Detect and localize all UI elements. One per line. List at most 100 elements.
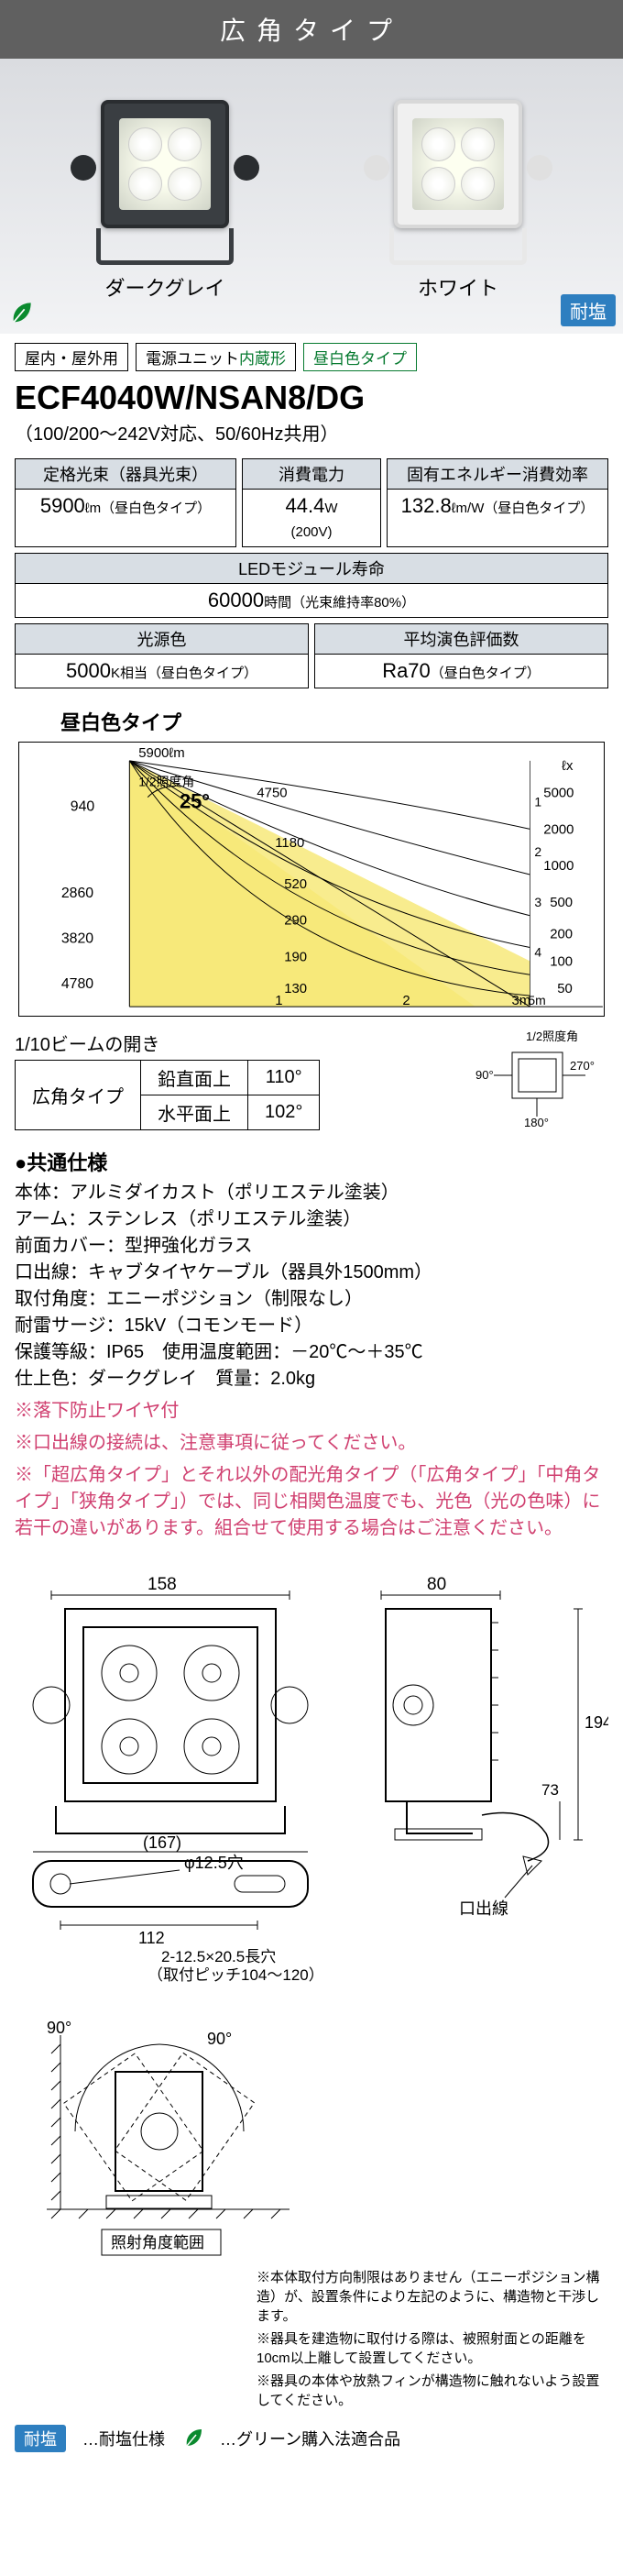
svg-text:4750: 4750: [257, 787, 287, 801]
svg-text:200: 200: [550, 928, 573, 942]
table-cell: 水平面上: [141, 1095, 248, 1130]
spec-head: 光源色: [16, 624, 308, 655]
legend-row: 耐塩 …耐塩仕様 …グリーン購入法適合品: [15, 2425, 608, 2452]
spec-val: Ra70（昼白色タイプ）: [315, 655, 607, 688]
svg-text:940: 940: [71, 799, 95, 815]
svg-text:3: 3: [534, 895, 541, 909]
salt-badge: 耐塩: [15, 2425, 66, 2452]
dimensional-drawings: 158 (167) φ12.5穴: [15, 1568, 608, 2264]
spec-row-3: 光源色 5000K相当（昼白色タイプ） 平均演色評価数 Ra70（昼白色タイプ）: [0, 623, 623, 688]
footnote: ※器具の本体や放熱フィンが構造物に触れないよう設置してください。: [257, 2372, 608, 2410]
svg-text:190: 190: [284, 950, 307, 964]
svg-text:270°: 270°: [570, 1059, 595, 1073]
model-number: ECF4040W/NSAN8/DG: [0, 377, 623, 419]
svg-text:520: 520: [284, 877, 307, 892]
footnote: ※器具を建造物に取付ける際は、被照射面との距離を10cm以上離して設置してくださ…: [257, 2329, 608, 2368]
svg-text:112: 112: [138, 1929, 165, 1947]
svg-text:180°: 180°: [524, 1116, 549, 1129]
product-dark: ダークグレイ: [78, 91, 252, 302]
svg-text:1: 1: [275, 994, 282, 1008]
spec-head: LEDモジュール寿命: [16, 554, 607, 584]
pink-note: ※落下防止ワイヤ付: [15, 1398, 608, 1425]
svg-text:1/2照度角: 1/2照度角: [526, 1029, 578, 1043]
tag-usage: 屋内・屋外用: [15, 343, 128, 371]
tag-psu: 電源ユニット内蔵形: [136, 343, 296, 371]
svg-text:130: 130: [284, 982, 307, 996]
svg-text:3820: 3820: [61, 931, 93, 947]
svg-text:5m: 5m: [528, 993, 545, 1007]
legend-text: …耐塩仕様: [82, 2427, 165, 2450]
common-spec-line: 前面カバー：型押強化ガラス: [15, 1233, 608, 1260]
spec-val: 44.4W(200V): [243, 490, 380, 546]
svg-text:1180: 1180: [275, 836, 304, 851]
spec-row-2: LEDモジュール寿命 60000時間（光束維持率80%）: [15, 553, 608, 618]
tag-colortype: 昼白色タイプ: [303, 343, 417, 371]
svg-text:4: 4: [534, 944, 541, 959]
svg-text:73: 73: [541, 1781, 559, 1799]
svg-text:5000: 5000: [543, 787, 574, 801]
svg-text:2860: 2860: [61, 886, 93, 901]
svg-text:80: 80: [427, 1575, 446, 1594]
beam-table: 広角タイプ 鉛直面上 110° 水平面上 102°: [15, 1060, 320, 1130]
common-spec-line: 取付角度：エニーポジション（制限なし）: [15, 1286, 608, 1313]
svg-text:25°: 25°: [180, 790, 210, 813]
diagram-title: 昼白色タイプ: [60, 707, 608, 736]
tag-psu-suffix: 内蔵形: [239, 350, 286, 368]
table-cell: 102°: [248, 1095, 320, 1130]
header-title: 広角タイプ: [0, 0, 623, 59]
svg-text:290: 290: [284, 914, 307, 929]
svg-text:2: 2: [402, 994, 410, 1008]
common-spec-line: 保護等級：IP65 使用温度範囲：－20℃～＋35℃: [15, 1339, 608, 1366]
angle-diagram: 1/2照度角 90° 270° 180°: [471, 1029, 608, 1121]
table-cell: 広角タイプ: [16, 1061, 141, 1130]
color-label-white: ホワイト: [418, 272, 498, 302]
svg-text:158: 158: [148, 1575, 177, 1594]
product-photo-area: ダークグレイ ホワイト 耐塩: [0, 59, 623, 334]
svg-text:5900ℓm: 5900ℓm: [138, 746, 184, 761]
common-spec-heading: ●共通仕様: [15, 1147, 608, 1176]
legend-text: …グリーン購入法適合品: [220, 2427, 400, 2450]
spec-val: 132.8ℓm/W（昼白色タイプ）: [388, 490, 607, 523]
leaf-icon: [7, 301, 33, 326]
svg-text:500: 500: [550, 896, 573, 910]
svg-text:照射角度範囲: 照射角度範囲: [111, 2234, 204, 2251]
svg-text:90°: 90°: [207, 2030, 232, 2048]
spec-val: 5900ℓm（昼白色タイプ）: [16, 490, 235, 523]
light-distribution-chart: 5900ℓm 1/2照度角 25° 940 2860 3820 4780 475…: [18, 742, 605, 1017]
spec-row-1: 定格光束（器具光束） 5900ℓm（昼白色タイプ） 消費電力 44.4W(200…: [0, 458, 623, 547]
spec-head: 固有エネルギー消費効率: [388, 459, 607, 490]
svg-text:2-12.5×20.5長穴: 2-12.5×20.5長穴: [161, 1948, 276, 1965]
color-label-dark: ダークグレイ: [104, 272, 224, 302]
svg-text:50: 50: [557, 982, 573, 996]
salt-badge: 耐塩: [561, 294, 616, 326]
svg-text:100: 100: [550, 954, 573, 969]
tags-row: 屋内・屋外用 電源ユニット内蔵形 昼白色タイプ: [0, 334, 623, 377]
svg-text:φ12.5穴: φ12.5穴: [184, 1854, 244, 1872]
tag-psu-prefix: 電源ユニット: [146, 350, 239, 368]
svg-text:口出線: 口出線: [459, 1899, 508, 1918]
svg-text:（取付ピッチ104～120）: （取付ピッチ104～120）: [148, 1966, 324, 1984]
common-spec-line: 仕上色：ダークグレイ 質量：2.0kg: [15, 1366, 608, 1393]
svg-text:ℓx: ℓx: [562, 759, 574, 774]
common-spec-line: 耐雷サージ：15kV（コモンモード）: [15, 1313, 608, 1339]
leaf-icon: [181, 2427, 203, 2449]
pink-note: ※「超広角タイプ」とそれ以外の配光角タイプ（「広角タイプ」「中角タイプ」「狭角タ…: [15, 1462, 608, 1542]
spec-head: 定格光束（器具光束）: [16, 459, 235, 490]
svg-text:194: 194: [585, 1713, 608, 1732]
light-diagram-section: 昼白色タイプ 5900ℓm 1/2照度角 25° 940: [15, 707, 608, 1017]
common-spec-line: アーム：ステンレス（ポリエステル塗装）: [15, 1206, 608, 1233]
table-cell: 110°: [248, 1061, 320, 1095]
svg-text:4780: 4780: [61, 976, 93, 992]
svg-text:90°: 90°: [47, 2019, 71, 2037]
beam-title: 1/10ビームの開き: [15, 1029, 320, 1056]
svg-text:2000: 2000: [543, 822, 574, 837]
model-subinfo: （100/200～242V対応、50/60Hz共用）: [0, 419, 623, 458]
svg-text:3m: 3m: [512, 994, 531, 1008]
product-white: ホワイト: [371, 91, 545, 302]
svg-text:1000: 1000: [543, 859, 574, 874]
svg-text:1/2照度角: 1/2照度角: [138, 775, 194, 789]
spec-val: 5000K相当（昼白色タイプ）: [16, 655, 308, 688]
svg-text:2: 2: [534, 844, 541, 859]
common-spec-line: 口出線：キャブタイヤケーブル（器具外1500mm）: [15, 1260, 608, 1286]
common-spec-line: 本体：アルミダイカスト（ポリエステル塗装）: [15, 1180, 608, 1206]
